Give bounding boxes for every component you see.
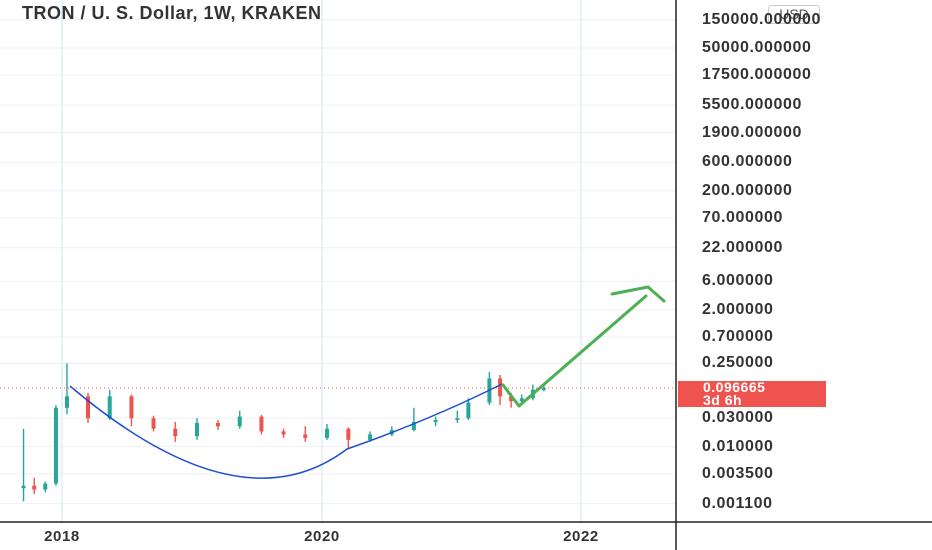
- candle-body: [151, 418, 156, 429]
- y-tick-label: 0.030000: [702, 409, 774, 427]
- candles: [21, 363, 546, 502]
- candle-body: [216, 422, 220, 427]
- chart-title: TRON / U. S. Dollar, 1W, KRAKEN: [22, 3, 322, 23]
- candle-body: [509, 396, 514, 402]
- x-tick-label: 2018: [44, 528, 80, 545]
- y-tick-label: 0.700000: [702, 327, 774, 345]
- candle-body: [346, 428, 351, 440]
- candle-body: [129, 396, 134, 419]
- candle-body: [411, 421, 416, 431]
- y-tick-label: 70.000000: [702, 208, 784, 226]
- candle-body: [194, 422, 199, 437]
- y-tick-label: 5500.000000: [702, 96, 803, 114]
- candle-body: [107, 396, 112, 419]
- x-tick-label: 2022: [563, 528, 599, 545]
- candle-body: [519, 398, 524, 402]
- y-tick-label: 22.000000: [702, 238, 784, 256]
- trend-curve: [69, 383, 503, 479]
- y-tick-label: 6.000000: [702, 272, 774, 290]
- candle-body: [86, 396, 90, 419]
- candle-body: [43, 483, 48, 490]
- candle-body: [21, 485, 26, 489]
- y-tick-label: 2.000000: [702, 300, 774, 318]
- candle-body: [32, 485, 37, 490]
- y-tick-label: 0.003500: [702, 464, 774, 482]
- y-tick-label: 1900.000000: [702, 123, 803, 141]
- bar-countdown: 3d 6h: [703, 392, 743, 408]
- last-price-value: 0.096665: [703, 379, 766, 395]
- y-tick-label: 150000.000000: [702, 10, 822, 28]
- y-tick-label: 0.001100: [702, 494, 773, 512]
- x-tick-label: 2020: [304, 528, 340, 545]
- y-tick-label: 17500.000000: [702, 66, 812, 84]
- candle-body: [259, 416, 264, 432]
- candle-body: [324, 428, 329, 438]
- y-tick-label: 200.000000: [702, 181, 793, 199]
- y-tick-label: 425000.000000: [702, 0, 821, 2]
- candle-body: [498, 378, 503, 397]
- y-tick-label: 600.000000: [702, 153, 793, 171]
- candle-body: [433, 420, 438, 422]
- candle-body: [53, 407, 58, 484]
- candle-body: [237, 416, 242, 427]
- candle-body: [368, 434, 373, 440]
- candle-body: [541, 387, 546, 390]
- last-price-label: 0.096665 3d 6h: [678, 379, 826, 408]
- candle-body: [173, 428, 178, 437]
- candle-body: [466, 402, 471, 419]
- grid: [0, 0, 676, 522]
- candle-body: [455, 418, 460, 421]
- candle-body: [64, 396, 69, 408]
- projection-arrow: [501, 285, 666, 408]
- candle-body: [303, 434, 308, 438]
- currency-badge[interactable]: USD: [768, 5, 820, 24]
- y-tick-label: 0.010000: [702, 437, 774, 455]
- y-tick-label: 0.250000: [702, 354, 774, 372]
- candle-body: [281, 431, 286, 435]
- y-tick-label: 50000.000000: [702, 39, 812, 57]
